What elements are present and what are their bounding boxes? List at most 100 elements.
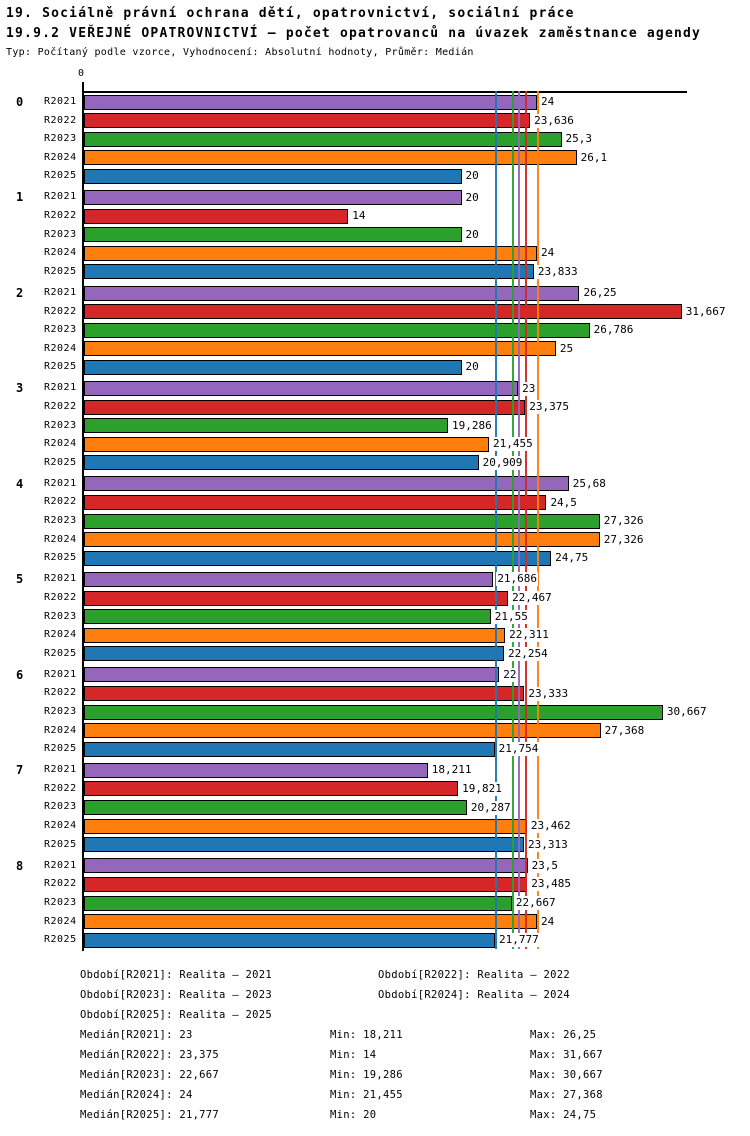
- bar-row: 6 R2021 22: [0, 666, 750, 685]
- median-line-R2023: [511, 91, 514, 949]
- bar-track: 21,455: [84, 436, 750, 452]
- bar-row: R2022 23,636: [0, 112, 750, 131]
- bar-value-label: 20: [464, 190, 480, 205]
- bar-value-label: 22,667: [514, 896, 557, 911]
- bar: [84, 190, 462, 206]
- bar-row: R2024 24: [0, 913, 750, 932]
- bar-value-label: 23,636: [533, 113, 575, 128]
- bar-track: 24,5: [84, 495, 750, 511]
- series-label: R2025: [44, 838, 77, 850]
- bar-row: R2024 26,1: [0, 149, 750, 168]
- series-label: R2023: [44, 610, 77, 622]
- bar: [84, 227, 462, 243]
- bar: [84, 741, 495, 757]
- bar-value-label: 26,1: [579, 150, 609, 165]
- bar-value-label: 27,326: [602, 532, 645, 547]
- group-label: 5: [16, 572, 24, 587]
- bar-track: 23,833: [84, 264, 750, 280]
- group-label: 1: [16, 190, 24, 205]
- bar-track: 20: [84, 190, 750, 206]
- bar: [84, 476, 569, 492]
- bar-row: R2025 20: [0, 167, 750, 186]
- bar: [84, 359, 462, 375]
- bar-track: 23,333: [84, 686, 750, 701]
- series-label: R2025: [44, 456, 77, 468]
- legend-row: Období[R2023]: Realita – 2023 Období[R202…: [0, 986, 750, 1006]
- stats-row: Medián[R2021]: 23 Min: 18,211 Max: 26,25: [0, 1026, 750, 1046]
- median-line-R2021: [518, 91, 521, 949]
- bar-track: 27,368: [84, 723, 750, 739]
- bar-row: R2024 27,368: [0, 722, 750, 741]
- bar: [84, 818, 527, 834]
- series-label: R2023: [44, 133, 77, 145]
- bar-track: 26,25: [84, 285, 750, 301]
- bar: [84, 609, 491, 625]
- bar: [84, 723, 601, 739]
- stat-entry: Max: 26,25: [530, 1029, 597, 1041]
- bar-value-label: 19,286: [451, 418, 493, 433]
- bar: [84, 858, 528, 874]
- bar-row: R2022 23,333: [0, 684, 750, 703]
- bar-track: 23,462: [84, 818, 750, 834]
- bar-row: R2023 25,3: [0, 130, 750, 149]
- stat-entry: Max: 27,368: [530, 1089, 603, 1101]
- bar-track: 24: [84, 245, 750, 261]
- bar: [84, 590, 509, 606]
- bar-value-label: 20: [464, 360, 480, 375]
- series-label: R2024: [44, 915, 77, 927]
- bar-value-label: 25,3: [564, 132, 594, 147]
- bar-row: 7 R2021 18,211: [0, 761, 750, 780]
- bar-group: 2 R2021 26,25 R2022 31,667 R2023 26,786 R2024 25…: [0, 284, 750, 377]
- bar: [84, 245, 537, 261]
- bar-group: 5 R2021 21,686 R2022 22,467 R2023 21,55 R2024 22…: [0, 570, 750, 663]
- stat-entry: Max: 24,75: [530, 1109, 597, 1121]
- bar-value-label: 24,75: [554, 551, 590, 566]
- series-label: R2024: [44, 438, 77, 450]
- bar-track: 31,667: [84, 304, 750, 320]
- bar-value-label: 20: [464, 227, 480, 242]
- bar-track: 21,754: [84, 741, 750, 757]
- bar: [84, 495, 547, 511]
- bar-track: 25,68: [84, 476, 750, 492]
- bar-value-label: 23,313: [527, 837, 569, 852]
- bar-value-label: 31,667: [684, 304, 727, 319]
- bar-row: 8 R2021 23,5: [0, 857, 750, 876]
- bar-track: 26,1: [84, 150, 750, 166]
- bar-value-label: 21,754: [497, 742, 540, 757]
- bar-row: 2 R2021 26,25: [0, 284, 750, 303]
- bar-value-label: 22,311: [508, 628, 550, 643]
- bar-value-label: 23,333: [527, 686, 570, 701]
- series-label: R2022: [44, 401, 77, 412]
- bar-track: 22,667: [84, 895, 750, 911]
- bar-chart: 0 0 R2021 24 R2022 23,636 R2023 25,3 R2024 26,1 R…: [0, 68, 750, 957]
- legend-row: Období[R2025]: Realita – 2025: [0, 1006, 750, 1026]
- bar-row: R2022 19,821: [0, 780, 750, 799]
- series-label: R2021: [44, 859, 77, 871]
- bar-track: 20,287: [84, 800, 750, 816]
- series-label: R2021: [44, 382, 77, 394]
- bar: [84, 322, 590, 338]
- series-label: R2022: [44, 496, 77, 508]
- bar-value-label: 20: [464, 169, 480, 184]
- legend: Období[R2021]: Realita – 2021 Období[R202…: [0, 966, 750, 1026]
- axis-zero-tick: [82, 82, 84, 91]
- bar-track: 26,786: [84, 322, 750, 338]
- bar-track: 25: [84, 341, 750, 357]
- bar-row: R2025 23,833: [0, 263, 750, 282]
- series-label: R2022: [44, 210, 77, 222]
- bar-track: 30,667: [84, 704, 750, 720]
- series-label: R2024: [44, 533, 77, 545]
- bar: [84, 704, 663, 720]
- series-label: R2021: [44, 191, 77, 203]
- bar-track: 14: [84, 208, 750, 224]
- series-label: R2022: [44, 878, 77, 890]
- bar-row: R2025 22,254: [0, 645, 750, 664]
- legend-entry: Období[R2024]: Realita – 2024: [378, 989, 571, 1001]
- bar: [84, 94, 537, 110]
- bar: [84, 646, 505, 662]
- bar-row: 5 R2021 21,686: [0, 570, 750, 589]
- bar-value-label: 18,211: [430, 763, 473, 778]
- bar-value-label: 23,462: [529, 819, 572, 834]
- bar-value-label: 21,55: [493, 609, 529, 624]
- stats-row: Medián[R2023]: 22,667 Min: 19,286 Max: 30,…: [0, 1066, 750, 1086]
